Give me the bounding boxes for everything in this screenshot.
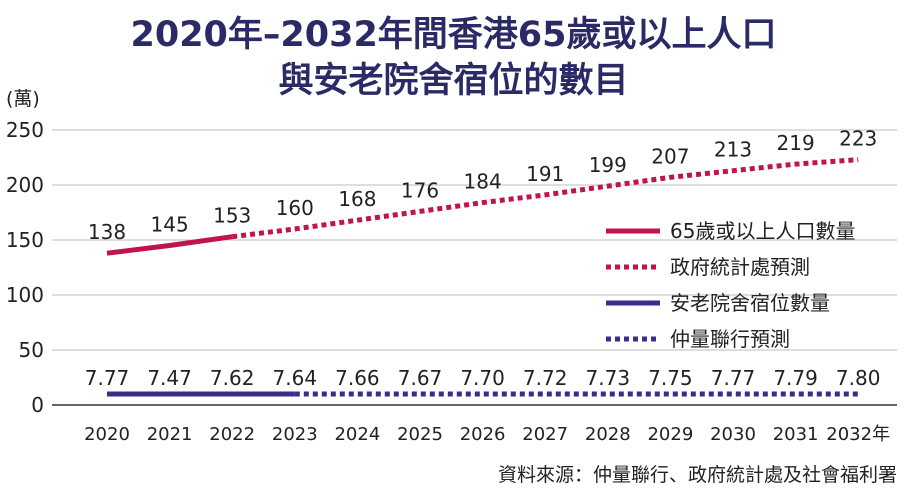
data-label: 7.73 [586,366,631,390]
data-label: 7.47 [147,366,192,390]
x-tick-label: 2032年 [826,424,890,445]
data-labels: 138 145 153 160 168 176 184 191 199 207 213 219 223 7… [85,127,881,390]
y-tick-label: 250 [6,118,44,142]
data-label: 153 [213,204,251,228]
x-tick-labels: 2020 2021 2022 2023 2024 2025 2026 2027 2028 2029… [84,424,890,445]
x-tick-label: 2021 [147,424,193,445]
data-label: 219 [777,131,815,155]
x-tick-label: 2023 [272,424,318,445]
data-label: 7.80 [836,366,881,390]
y-axis-unit-label: (萬) [6,88,40,110]
series-line-forecast [231,157,859,240]
x-tick-label: 2029 [647,424,693,445]
data-label: 168 [338,187,376,211]
x-tick-label: 2027 [522,424,568,445]
chart-title-line1: 2020年–2032年間香港65歲或以上人口 [130,15,777,55]
grid-lines [52,129,897,406]
y-tick-label: 100 [6,283,44,307]
x-tick-label: 2026 [460,424,506,445]
data-label: 7.79 [773,366,818,390]
data-label: 7.67 [398,366,443,390]
y-tick-label: 200 [6,173,44,197]
data-label: 223 [839,127,877,151]
data-label: 7.77 [85,366,130,390]
data-label: 7.72 [523,366,568,390]
x-tick-label: 2020 [84,424,130,445]
x-tick-label: 2028 [585,424,631,445]
y-tick-labels: 0 50 100 150 200 250 [6,118,44,417]
legend-label: 65歲或以上人口數量 [670,219,855,243]
data-label: 7.75 [648,366,693,390]
data-label: 145 [151,213,189,237]
x-tick-label: 2031 [773,424,819,445]
data-label: 7.70 [460,366,505,390]
chart-title-line2: 與安老院舍宿位的數目 [278,61,629,101]
data-label: 7.62 [210,366,255,390]
data-label: 191 [526,162,564,186]
data-label: 160 [276,196,314,220]
source-note: 資料來源：仲量聯行、政府統計處及社會福利署 [497,464,897,486]
series-lines [106,157,859,397]
y-tick-label: 0 [31,393,44,417]
data-label: 213 [714,138,752,162]
data-label: 184 [464,170,502,194]
y-tick-label: 50 [19,338,44,362]
series-line-actual [106,234,233,256]
legend-label: 仲量聯行預測 [670,327,790,351]
legend-label: 安老院舍宿位數量 [670,291,830,315]
y-tick-label: 150 [6,228,44,252]
data-label: 138 [88,220,126,244]
x-tick-label: 2024 [334,424,380,445]
data-label: 176 [401,178,439,202]
x-tick-label: 2025 [397,424,443,445]
x-tick-label: 2022 [209,424,255,445]
data-label: 7.64 [273,366,318,390]
x-tick-label: 2030 [710,424,756,445]
data-label: 7.77 [711,366,756,390]
data-label: 199 [589,153,627,177]
data-label: 7.66 [335,366,380,390]
legend-label: 政府統計處預測 [670,255,810,279]
data-label: 207 [651,144,689,168]
